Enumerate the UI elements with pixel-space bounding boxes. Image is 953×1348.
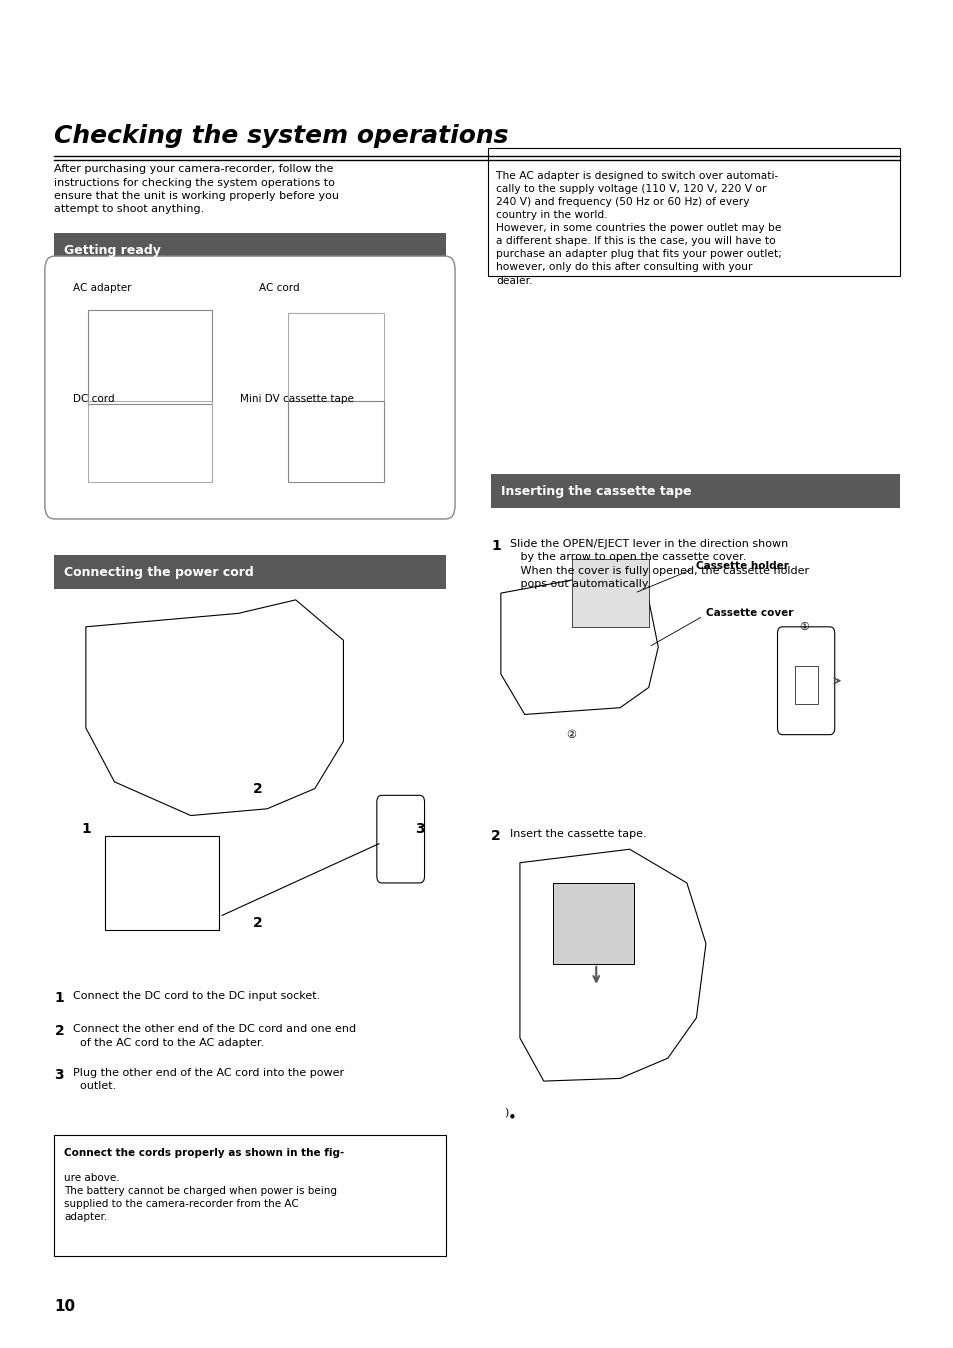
Text: Insert the cassette tape.: Insert the cassette tape. — [510, 829, 646, 838]
Text: 2: 2 — [253, 917, 262, 930]
Text: DC cord: DC cord — [73, 394, 115, 404]
Bar — [105, 836, 219, 930]
Text: 1: 1 — [54, 991, 64, 1004]
Bar — [54, 233, 445, 267]
Bar — [54, 555, 445, 589]
Text: Cassette cover: Cassette cover — [705, 608, 793, 619]
Text: 2: 2 — [253, 782, 262, 795]
Bar — [794, 666, 817, 704]
Text: Connecting the power cord: Connecting the power cord — [64, 566, 253, 578]
Text: Slide the OPEN/EJECT lever in the direction shown
   by the arrow to open the ca: Slide the OPEN/EJECT lever in the direct… — [510, 539, 809, 589]
Bar — [54, 600, 445, 957]
FancyBboxPatch shape — [45, 256, 455, 519]
FancyBboxPatch shape — [777, 627, 834, 735]
Text: ): ) — [503, 1107, 508, 1117]
Text: Checking the system operations: Checking the system operations — [54, 124, 508, 148]
Bar — [491, 474, 899, 508]
Text: Connect the cords properly as shown in the fig-: Connect the cords properly as shown in t… — [64, 1148, 344, 1158]
Text: 2: 2 — [491, 829, 500, 842]
Text: AC cord: AC cord — [259, 283, 300, 293]
Text: Connect the DC cord to the DC input socket.: Connect the DC cord to the DC input sock… — [73, 991, 320, 1000]
Text: After purchasing your camera-recorder, follow the
instructions for checking the : After purchasing your camera-recorder, f… — [54, 164, 339, 214]
Text: 1: 1 — [81, 822, 91, 836]
Text: 1: 1 — [491, 539, 500, 553]
Text: Plug the other end of the AC cord into the power
  outlet.: Plug the other end of the AC cord into t… — [73, 1068, 344, 1091]
Bar — [572, 559, 648, 627]
Text: ure above.
The battery cannot be charged when power is being
supplied to the cam: ure above. The battery cannot be charged… — [64, 1173, 336, 1223]
Text: 10: 10 — [54, 1299, 75, 1314]
Text: 2: 2 — [54, 1024, 64, 1038]
FancyBboxPatch shape — [488, 148, 899, 276]
Text: 3: 3 — [54, 1068, 64, 1081]
Text: Connect the other end of the DC cord and one end
  of the AC cord to the AC adap: Connect the other end of the DC cord and… — [73, 1024, 356, 1047]
Bar — [553, 883, 634, 964]
Bar — [54, 1135, 445, 1256]
Text: Getting ready: Getting ready — [64, 244, 161, 256]
FancyBboxPatch shape — [376, 795, 424, 883]
Text: ①: ① — [799, 621, 808, 632]
Text: ●: ● — [509, 1113, 514, 1119]
Bar — [491, 559, 901, 809]
Text: The AC adapter is designed to switch over automati-
cally to the supply voltage : The AC adapter is designed to switch ove… — [496, 171, 781, 286]
Text: Inserting the cassette tape: Inserting the cassette tape — [500, 485, 691, 497]
Text: Cassette holder: Cassette holder — [696, 561, 788, 572]
Text: ②: ② — [565, 729, 575, 740]
Text: AC adapter: AC adapter — [73, 283, 132, 293]
Text: 3: 3 — [415, 822, 424, 836]
Text: Mini DV cassette tape: Mini DV cassette tape — [240, 394, 354, 404]
